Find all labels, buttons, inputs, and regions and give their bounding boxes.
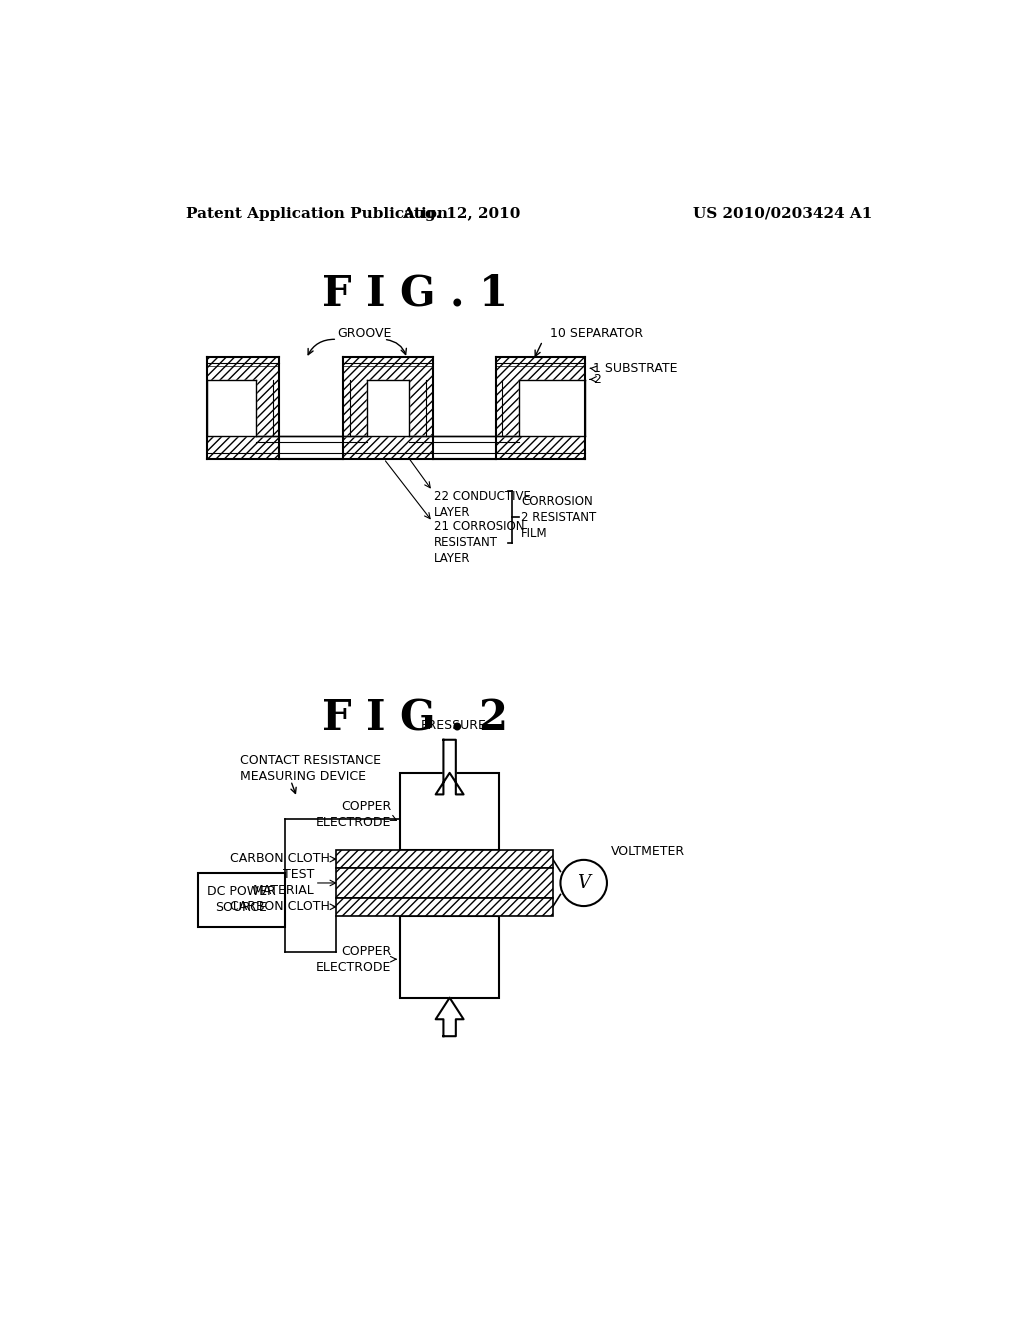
Text: US 2010/0203424 A1: US 2010/0203424 A1 — [692, 207, 872, 220]
Bar — [336, 850, 553, 869]
Text: CARBON CLOTH: CARBON CLOTH — [229, 851, 330, 865]
Bar — [336, 898, 553, 916]
Polygon shape — [435, 998, 464, 1036]
Text: 22 CONDUCTIVE
LAYER: 22 CONDUCTIVE LAYER — [434, 490, 531, 519]
Polygon shape — [207, 380, 586, 436]
Polygon shape — [207, 380, 586, 436]
Text: Patent Application Publication: Patent Application Publication — [186, 207, 449, 220]
Text: 2: 2 — [593, 372, 601, 385]
Text: 1 SUBSTRATE: 1 SUBSTRATE — [593, 362, 678, 375]
Text: COPPER
ELECTRODE: COPPER ELECTRODE — [316, 945, 391, 974]
Text: F I G . 1: F I G . 1 — [322, 272, 508, 314]
Bar — [400, 916, 500, 998]
Bar — [400, 774, 500, 850]
Text: PRESSURE: PRESSURE — [421, 719, 486, 733]
Text: DC POWER
SOURCE: DC POWER SOURCE — [207, 886, 275, 915]
Text: Aug. 12, 2010: Aug. 12, 2010 — [402, 207, 520, 220]
Text: CARBON CLOTH: CARBON CLOTH — [229, 900, 330, 913]
Text: VOLTMETER: VOLTMETER — [611, 845, 685, 858]
Text: 21 CORROSION
RESISTANT
LAYER: 21 CORROSION RESISTANT LAYER — [434, 520, 524, 565]
Text: CONTACT RESISTANCE
MEASURING DEVICE: CONTACT RESISTANCE MEASURING DEVICE — [241, 754, 381, 783]
Text: F I G . 2: F I G . 2 — [322, 698, 508, 741]
Bar — [336, 869, 553, 898]
Text: 10 SEPARATOR: 10 SEPARATOR — [550, 327, 643, 341]
Text: V: V — [578, 874, 590, 892]
Text: TEST
MATERIAL: TEST MATERIAL — [252, 867, 314, 896]
Bar — [198, 873, 285, 927]
Circle shape — [560, 859, 607, 906]
Text: CORROSION
2 RESISTANT
FILM: CORROSION 2 RESISTANT FILM — [521, 495, 596, 540]
Polygon shape — [435, 739, 464, 795]
Text: COPPER
ELECTRODE: COPPER ELECTRODE — [316, 800, 391, 829]
Polygon shape — [207, 358, 586, 459]
Polygon shape — [207, 358, 586, 459]
Text: GROOVE: GROOVE — [337, 327, 391, 341]
